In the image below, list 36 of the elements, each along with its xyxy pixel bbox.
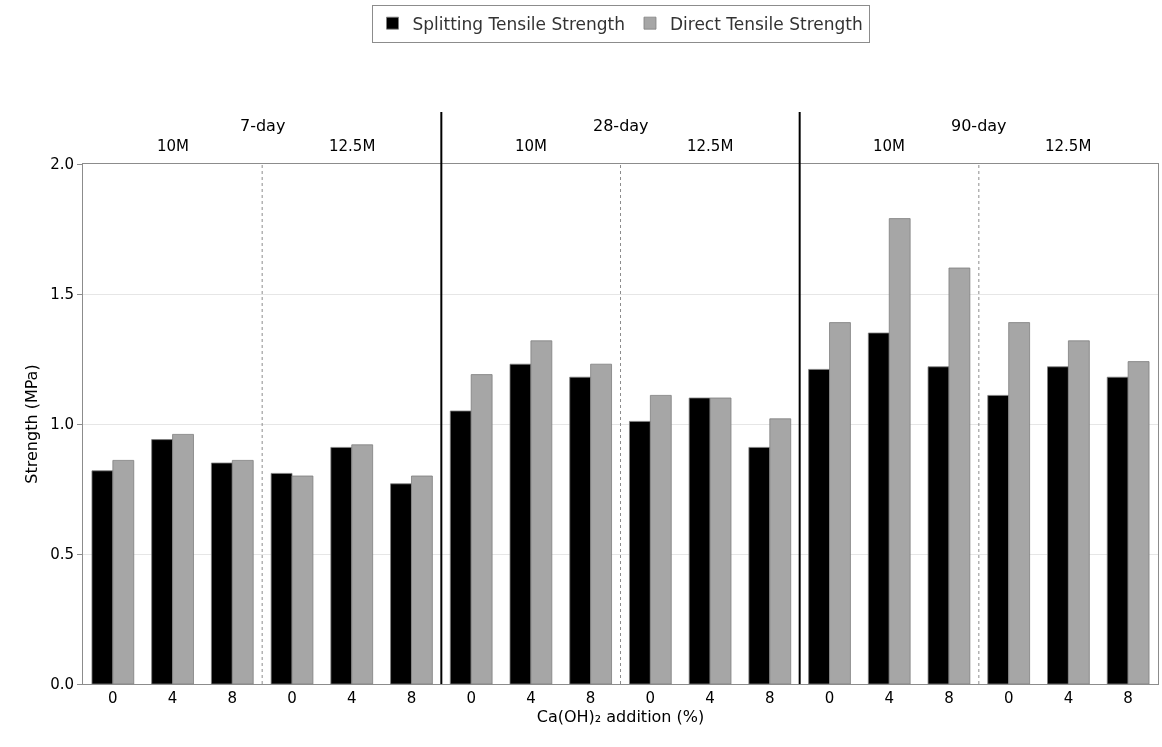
text: 90-day	[951, 116, 1007, 135]
text: 10M	[873, 137, 906, 155]
legend-label: Splitting Tensile Strength	[412, 13, 625, 34]
text: 12.5M	[687, 137, 734, 155]
text: 10M	[515, 137, 548, 155]
y-tick-label: 2.0	[50, 155, 74, 174]
text: 12.5M	[329, 137, 376, 155]
y-tick-label: 1.0	[50, 415, 74, 434]
x-tick-label: 0	[824, 689, 835, 707]
x-tick-label: 4	[526, 689, 536, 707]
text: 28-day	[593, 116, 649, 135]
text: 10M	[157, 137, 190, 155]
y-tick-label: 0.0	[50, 675, 74, 694]
y-axis-title: Strength (MPa)	[22, 364, 42, 484]
x-tick-label: 0	[1003, 689, 1014, 707]
x-tick-label: 4	[167, 689, 178, 707]
x-tick-label: 0	[287, 689, 297, 707]
x-tick-label: 4	[884, 689, 895, 707]
x-tick-label: 4	[346, 689, 357, 707]
legend-label: Direct Tensile Strength	[669, 13, 863, 34]
x-tick-label: 8	[585, 689, 596, 707]
x-axis-title: Ca(OH)₂ addition (%)	[536, 707, 705, 726]
x-tick-label: 0	[645, 689, 656, 707]
x-tick-label: 4	[705, 689, 715, 707]
text: 12.5M	[1045, 137, 1092, 155]
y-tick-label: 1.5	[50, 285, 74, 304]
text: 7-day	[240, 116, 286, 135]
x-tick-label: 8	[406, 689, 417, 707]
x-tick-label: 0	[466, 689, 476, 707]
x-tick-label: 8	[1123, 689, 1133, 707]
x-tick-label: 8	[227, 689, 238, 707]
x-tick-label: 4	[1063, 689, 1074, 707]
x-tick-label: 8	[944, 689, 954, 707]
x-tick-label: 0	[108, 689, 118, 707]
y-tick-label: 0.5	[50, 545, 74, 564]
x-tick-label: 8	[765, 689, 775, 707]
